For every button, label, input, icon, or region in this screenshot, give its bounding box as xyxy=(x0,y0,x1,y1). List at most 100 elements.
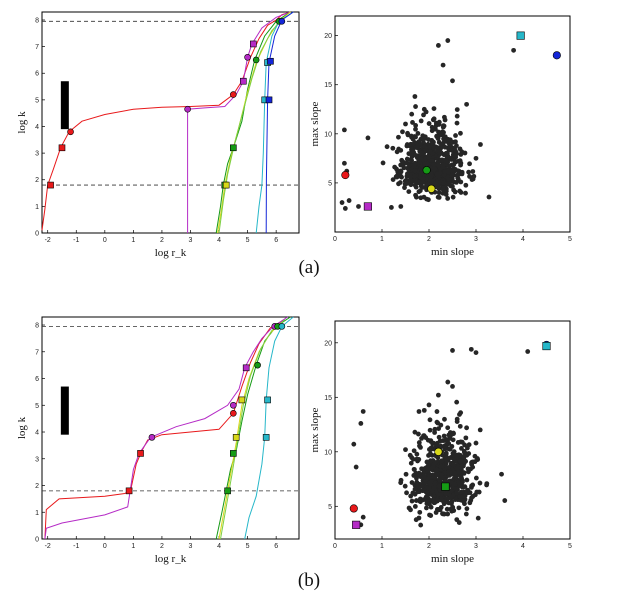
scatter-point xyxy=(427,512,432,518)
scatter-point xyxy=(426,154,432,160)
magenta-circle-marker xyxy=(230,401,237,409)
scatter-point xyxy=(426,197,431,203)
y-tick-label: 3 xyxy=(35,456,39,463)
scatter-point xyxy=(458,160,464,166)
scatter-point xyxy=(429,157,435,163)
scatter-point xyxy=(358,421,364,426)
scatter-point xyxy=(431,496,436,502)
scatter-point xyxy=(440,62,446,68)
scatter-point xyxy=(410,120,415,125)
scatter-point xyxy=(417,160,423,165)
scatter-point xyxy=(416,440,422,445)
cyan-square-marker xyxy=(264,396,271,404)
y-tick-label: 4 xyxy=(35,430,39,437)
scatter-point xyxy=(398,480,404,486)
scatter-point xyxy=(453,486,459,491)
scatter-point xyxy=(409,158,415,163)
scatter-point xyxy=(360,409,366,414)
scatter-point xyxy=(438,145,444,150)
lightgreen-series-line xyxy=(218,16,286,234)
y-tick-label: 5 xyxy=(328,180,332,187)
x-tick-label: 4 xyxy=(217,237,221,244)
scatter-point xyxy=(445,425,451,431)
cyan-series-line xyxy=(244,316,294,540)
scatter-point xyxy=(434,145,440,150)
scatter-point xyxy=(454,416,460,422)
scatter-point xyxy=(463,190,468,196)
scatter-point xyxy=(428,171,434,176)
panel-label-b: (b) xyxy=(298,570,320,591)
scatter-point xyxy=(421,194,427,200)
scatter-point xyxy=(404,156,410,162)
x-tick-label: 1 xyxy=(380,236,384,243)
scatter-point xyxy=(404,143,410,149)
y-tick-label: 3 xyxy=(35,151,39,158)
magenta-series-line xyxy=(44,316,288,540)
blue-square-marker xyxy=(265,96,273,104)
scatter-point xyxy=(466,442,472,448)
scatter-point xyxy=(443,491,449,497)
scatter-point xyxy=(436,195,442,200)
scatter-point xyxy=(384,144,390,150)
x-tick-label: 1 xyxy=(131,237,135,244)
scatter-point xyxy=(475,515,481,521)
y-tick-label: 7 xyxy=(35,349,39,356)
scatter-point xyxy=(412,491,418,497)
y-tick-label: 2 xyxy=(35,483,39,490)
y-axis-label: max slope xyxy=(309,407,321,452)
y-tick-label: 5 xyxy=(35,403,39,410)
scatter-point xyxy=(457,423,463,429)
y-tick-label: 7 xyxy=(35,44,39,51)
yellow-circle-marker xyxy=(427,184,436,193)
scatter-point xyxy=(445,511,451,517)
scatter-point xyxy=(396,146,402,152)
x-tick-label: 6 xyxy=(274,543,278,550)
x-tick-label: -2 xyxy=(45,237,51,244)
y-tick-label: 20 xyxy=(324,340,332,347)
scatter-point xyxy=(431,106,437,111)
scatter-point xyxy=(412,504,418,509)
y-axis-label: log k xyxy=(16,416,28,439)
scatter-point xyxy=(380,160,386,166)
scatter-point xyxy=(408,141,414,147)
scatter-point xyxy=(525,349,531,354)
scatter-point xyxy=(453,497,458,502)
scatter-point xyxy=(420,176,426,181)
scatter-point xyxy=(439,475,445,480)
scatter-point xyxy=(360,514,366,520)
scatter-point xyxy=(458,152,464,157)
scatter-point xyxy=(458,474,464,480)
scatter-point xyxy=(436,119,442,125)
scatter-point xyxy=(430,117,436,123)
y-tick-label: 0 xyxy=(35,537,39,544)
x-tick-label: 4 xyxy=(217,543,221,550)
scatter-point xyxy=(403,471,409,477)
scatter-point xyxy=(390,145,396,151)
green-square-marker xyxy=(224,487,231,495)
scatter-point xyxy=(473,440,479,446)
scatter-point xyxy=(425,463,431,469)
scatter-point xyxy=(438,422,444,428)
scatter-point xyxy=(402,185,407,191)
scatter-point xyxy=(468,497,474,503)
scatter-point xyxy=(436,483,442,489)
scatter-point xyxy=(445,145,451,151)
scatter-point xyxy=(408,174,413,180)
red-circle-marker xyxy=(230,91,237,98)
y-tick-label: 0 xyxy=(35,231,39,238)
scatter-point xyxy=(441,511,447,517)
green-square-marker xyxy=(230,450,237,457)
scatter-point xyxy=(431,162,436,168)
scatter-point xyxy=(446,163,452,169)
scatter-point xyxy=(418,522,424,528)
scatter-point xyxy=(416,409,422,414)
x-tick-label: 3 xyxy=(189,237,193,244)
scatter-point xyxy=(409,146,414,152)
scatter-point xyxy=(484,482,489,488)
scatter-point xyxy=(420,180,426,185)
scatter-point xyxy=(414,180,420,186)
y-tick-label: 8 xyxy=(35,17,39,24)
scatter-point xyxy=(477,480,483,486)
scatter-point xyxy=(450,78,455,84)
y-tick-label: 1 xyxy=(35,510,39,517)
